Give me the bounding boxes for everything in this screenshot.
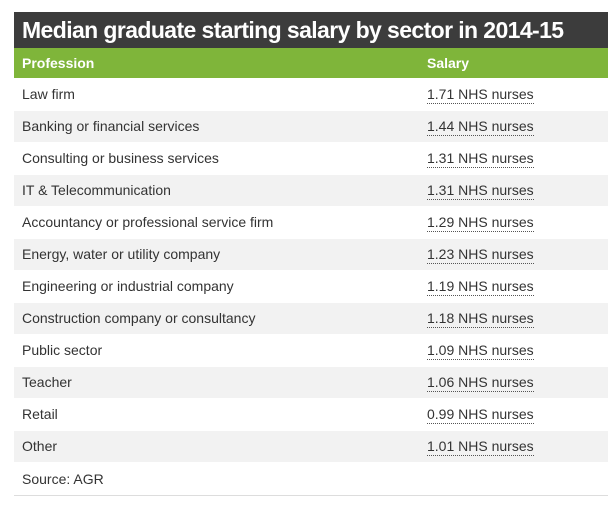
- salary-value: 1.18 NHS nurses: [427, 310, 534, 328]
- source-row: Source: AGR: [14, 462, 608, 496]
- column-header-salary: Salary: [419, 48, 608, 78]
- table-row: Energy, water or utility company 1.23 NH…: [14, 238, 608, 270]
- salary-value: 1.71 NHS nurses: [427, 85, 534, 104]
- table-row: Engineering or industrial company 1.19 N…: [14, 270, 608, 302]
- salary-cell: 1.31 NHS nurses: [419, 142, 608, 174]
- profession-cell: Law firm: [14, 78, 419, 110]
- profession-cell: Other: [14, 430, 419, 462]
- salary-value: 1.31 NHS nurses: [427, 150, 534, 168]
- salary-cell: 1.71 NHS nurses: [419, 78, 608, 110]
- profession-cell: Accountancy or professional service firm: [14, 206, 419, 238]
- salary-value: 1.06 NHS nurses: [427, 374, 534, 392]
- salary-table: Profession Salary Law firm 1.71 NHS nurs…: [14, 48, 608, 496]
- table-row: IT & Telecommunication 1.31 NHS nurses: [14, 174, 608, 206]
- salary-cell: 1.29 NHS nurses: [419, 206, 608, 238]
- salary-cell: 1.18 NHS nurses: [419, 302, 608, 334]
- profession-cell: Construction company or consultancy: [14, 302, 419, 334]
- salary-cell: 1.31 NHS nurses: [419, 174, 608, 206]
- salary-value: 1.19 NHS nurses: [427, 278, 534, 296]
- profession-cell: Consulting or business services: [14, 142, 419, 174]
- salary-cell: 1.23 NHS nurses: [419, 238, 608, 270]
- salary-cell: 1.44 NHS nurses: [419, 110, 608, 142]
- table-row: Accountancy or professional service firm…: [14, 206, 608, 238]
- source-note: Source: AGR: [14, 462, 608, 496]
- table-row: Public sector 1.09 NHS nurses: [14, 334, 608, 366]
- table-body: Law firm 1.71 NHS nurses Banking or fina…: [14, 78, 608, 496]
- salary-cell: 1.19 NHS nurses: [419, 270, 608, 302]
- salary-value: 1.44 NHS nurses: [427, 118, 534, 136]
- profession-cell: Public sector: [14, 334, 419, 366]
- profession-cell: IT & Telecommunication: [14, 174, 419, 206]
- salary-value: 1.01 NHS nurses: [427, 438, 534, 456]
- profession-cell: Retail: [14, 398, 419, 430]
- table-row: Law firm 1.71 NHS nurses: [14, 78, 608, 110]
- table-row: Construction company or consultancy 1.18…: [14, 302, 608, 334]
- column-header-profession: Profession: [14, 48, 419, 78]
- profession-cell: Teacher: [14, 366, 419, 398]
- table-row: Other 1.01 NHS nurses: [14, 430, 608, 462]
- salary-cell: 1.09 NHS nurses: [419, 334, 608, 366]
- table-row: Teacher 1.06 NHS nurses: [14, 366, 608, 398]
- profession-cell: Engineering or industrial company: [14, 270, 419, 302]
- salary-value: 1.31 NHS nurses: [427, 182, 534, 200]
- salary-value: 1.29 NHS nurses: [427, 214, 534, 232]
- salary-value: 1.23 NHS nurses: [427, 246, 534, 264]
- table-row: Consulting or business services 1.31 NHS…: [14, 142, 608, 174]
- salary-cell: 1.06 NHS nurses: [419, 366, 608, 398]
- table-title: Median graduate starting salary by secto…: [14, 12, 608, 48]
- profession-cell: Banking or financial services: [14, 110, 419, 142]
- salary-cell: 1.01 NHS nurses: [419, 430, 608, 462]
- salary-value: 0.99 NHS nurses: [427, 406, 534, 424]
- header-row: Profession Salary: [14, 48, 608, 78]
- profession-cell: Energy, water or utility company: [14, 238, 419, 270]
- table-row: Banking or financial services 1.44 NHS n…: [14, 110, 608, 142]
- salary-table-widget: Median graduate starting salary by secto…: [14, 12, 608, 496]
- salary-cell: 0.99 NHS nurses: [419, 398, 608, 430]
- table-row: Retail 0.99 NHS nurses: [14, 398, 608, 430]
- salary-value: 1.09 NHS nurses: [427, 342, 534, 360]
